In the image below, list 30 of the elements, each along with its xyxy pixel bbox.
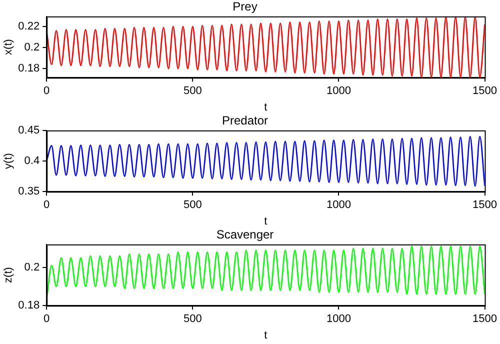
x-tick-label: 1000	[326, 313, 351, 326]
x-tick-label: 1500	[472, 85, 498, 98]
chart-title: Prey	[232, 0, 258, 14]
x-tick-label: 0	[44, 199, 50, 212]
y-tick-label: 0.45	[18, 124, 40, 136]
x-tick-label: 0	[44, 85, 50, 98]
x-axis-title: t	[264, 329, 268, 342]
y-tick-label: 0.4	[24, 155, 40, 168]
y-axis-title: y(t)	[2, 153, 15, 169]
chart-title: Predator	[222, 114, 268, 128]
y-tick-label: 0.18	[18, 300, 40, 312]
y-axis-title: z(t)	[2, 267, 15, 283]
y-tick-label: 0.18	[18, 62, 40, 75]
x-tick-label: 500	[183, 85, 202, 98]
y-tick-label: 0.2	[24, 261, 40, 274]
chart-title: Scavenger	[216, 228, 274, 242]
x-tick-label: 0	[44, 313, 50, 326]
y-tick-label: 0.22	[18, 20, 40, 32]
y-tick-label: 0.35	[18, 186, 40, 198]
y-tick-label: 0.2	[24, 42, 40, 54]
x-tick-label: 500	[183, 199, 202, 212]
x-tick-label: 1000	[326, 199, 351, 212]
x-tick-label: 1500	[472, 313, 498, 326]
x-axis-title: t	[264, 215, 268, 228]
x-axis-title: t	[264, 101, 268, 114]
x-tick-label: 500	[183, 313, 202, 326]
line-series	[46, 136, 485, 187]
x-tick-label: 1500	[472, 199, 498, 212]
x-tick-label: 1000	[326, 85, 351, 98]
y-axis-title: x(t)	[2, 39, 15, 55]
